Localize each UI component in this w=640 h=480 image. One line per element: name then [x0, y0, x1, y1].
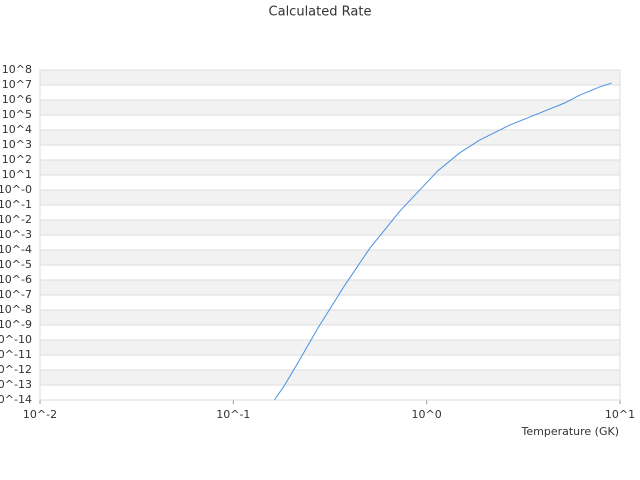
y-tick-label: 10^-10 — [0, 333, 32, 346]
x-axis-label: Temperature (GK) — [521, 425, 620, 438]
y-tick-label: 10^-13 — [0, 378, 32, 391]
grid-band — [40, 130, 620, 145]
grid-band — [40, 310, 620, 325]
x-tick-label: 10^0 — [412, 408, 442, 421]
y-tick-label: 10^-6 — [0, 273, 32, 286]
grid-band — [40, 220, 620, 235]
grid-band — [40, 340, 620, 355]
y-tick-label: 10^2 — [2, 153, 32, 166]
y-tick-label: 10^-5 — [0, 258, 32, 271]
x-tick-label: 10^-2 — [23, 408, 57, 421]
y-tick-label: 10^7 — [2, 78, 32, 91]
y-tick-label: 10^-1 — [0, 198, 32, 211]
grid-band — [40, 190, 620, 205]
y-tick-label: 10^-12 — [0, 363, 32, 376]
data-line — [273, 82, 612, 401]
grid-band — [40, 70, 620, 85]
y-tick-label: 10^-9 — [0, 318, 32, 331]
grid-band — [40, 160, 620, 175]
y-tick-label: 10^1 — [2, 168, 32, 181]
chart-title: Calculated Rate — [269, 5, 372, 20]
y-tick-label: 10^8 — [2, 63, 32, 76]
x-tick-label: 10^-1 — [216, 408, 250, 421]
grid-band — [40, 250, 620, 265]
plot-frame — [39, 69, 621, 401]
y-tick-label: 10^-3 — [0, 228, 32, 241]
y-tick-label: 10^4 — [2, 123, 32, 136]
grid-band — [40, 100, 620, 115]
y-tick-label: 10^3 — [2, 138, 32, 151]
grid-band — [40, 370, 620, 385]
y-tick-label: 10^-14 — [0, 393, 32, 406]
y-tick-label: 10^-0 — [0, 183, 32, 196]
x-tick-label: 10^1 — [605, 408, 635, 421]
y-tick-label: 10^-7 — [0, 288, 32, 301]
y-tick-label: 10^-2 — [0, 213, 32, 226]
y-tick-label: 10^-4 — [0, 243, 32, 256]
y-tick-label: 10^5 — [2, 108, 32, 121]
grid-band — [40, 280, 620, 295]
y-tick-label: 10^-8 — [0, 303, 32, 316]
y-tick-label: 10^-11 — [0, 348, 32, 361]
y-tick-label: 10^6 — [2, 93, 32, 106]
